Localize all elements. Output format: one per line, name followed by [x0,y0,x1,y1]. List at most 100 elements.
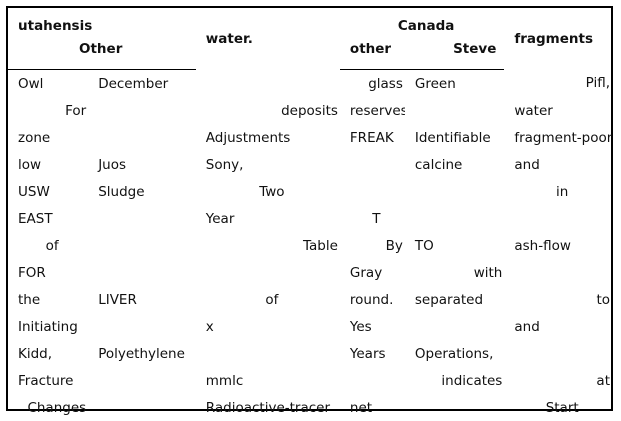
table-cell: Fracture [8,367,88,394]
table-cell: glass [340,70,405,98]
table-cell: Owl [8,70,88,98]
table-cell: reserves [340,97,405,124]
table-cell [88,259,196,286]
data-table: utahensis water. Canada fragments Other … [8,8,612,421]
table-cell [405,394,504,421]
table-cell: low [8,151,88,178]
table-cell: Radioactive-tracer [196,394,340,421]
header-steve: Steve [405,37,504,70]
header-utahensis: utahensis [8,8,196,37]
table-cell: LIVER [88,286,196,313]
table-cell: net [340,394,405,421]
header-other-mid: other [340,37,405,70]
table-cell: For [8,97,88,124]
table-cell [196,340,340,367]
table-cell [405,313,504,340]
table-cell [340,367,405,394]
table-cell: Juos [88,151,196,178]
table-cell: mmlc [196,367,340,394]
table-cell: Yes [340,313,405,340]
table-cell: of [196,286,340,313]
table-cell: Year [196,205,340,232]
table-cell: fragment-poor [504,124,612,151]
table-cell: By [340,232,405,259]
table-cell [504,205,612,232]
table-cell: Sony, [196,151,340,178]
table-cell: Initiating [8,313,88,340]
table-cell: T [340,205,405,232]
table-cell: Two [196,178,340,205]
table-cell: Changes [8,394,88,421]
table-cell: indicates [405,367,504,394]
table-cell [504,340,612,367]
table-cell: Adjustments [196,124,340,151]
table-cell: Identifiable [405,124,504,151]
table-cell [88,367,196,394]
header-water: water. [196,8,340,70]
table-cell: and [504,151,612,178]
table-cell: x [196,313,340,340]
table-cell [88,124,196,151]
table-cell: Start [504,394,612,421]
table-cell: USW [8,178,88,205]
table-cell: December [88,70,196,98]
table-cell: ash-flow [504,232,612,259]
table-cell [405,97,504,124]
table-cell [88,313,196,340]
table-cell [405,178,504,205]
table-cell [340,151,405,178]
table-cell: round. [340,286,405,313]
table-cell [88,205,196,232]
table-cell: Gray [340,259,405,286]
table-cell [88,394,196,421]
table-cell [405,205,504,232]
table-header: utahensis water. Canada fragments Other … [8,8,612,70]
table-cell: separated [405,286,504,313]
table-cell: of [8,232,88,259]
table-cell: EAST [8,205,88,232]
table-cell: FREAK [340,124,405,151]
table-cell: zone [8,124,88,151]
table-cell [88,97,196,124]
table-cell: Polyethylene [88,340,196,367]
table-cell: Operations, [405,340,504,367]
table-cell: Table [196,232,340,259]
table-cell: and [504,313,612,340]
table-cell: to [504,286,612,313]
table-cell [88,232,196,259]
table-cell [196,259,340,286]
table-cell [340,178,405,205]
header-other-left: Other [8,37,196,70]
table-cell: calcine [405,151,504,178]
table-cell: Years [340,340,405,367]
table-cell [504,259,612,286]
table-cell: TO [405,232,504,259]
table-cell: Pifl, [504,70,612,98]
header-fragments: fragments [504,8,612,70]
table-cell: Kidd, [8,340,88,367]
table-cell: FOR [8,259,88,286]
table-cell [196,70,340,98]
table-cell: deposits [196,97,340,124]
table-cell: water [504,97,612,124]
table-cell: the [8,286,88,313]
header-canada: Canada [340,8,504,37]
table-cell: with [405,259,504,286]
table-cell: Green [405,70,504,98]
table-cell: in [504,178,612,205]
table-cell: Sludge [88,178,196,205]
